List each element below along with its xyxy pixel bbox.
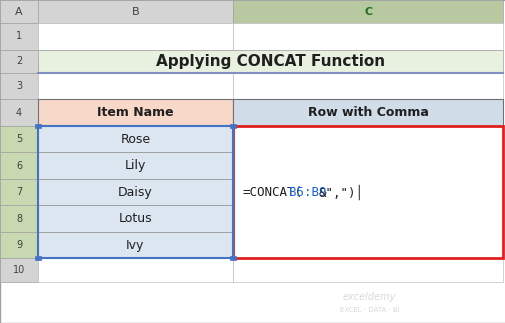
- Bar: [38, 152, 232, 179]
- Text: Lotus: Lotus: [118, 212, 152, 225]
- Text: 1: 1: [16, 32, 22, 41]
- Text: Row with Comma: Row with Comma: [307, 106, 428, 119]
- Text: 6: 6: [16, 161, 22, 171]
- Bar: [0, 99, 38, 126]
- Bar: [0, 73, 38, 99]
- Text: 2: 2: [16, 57, 22, 66]
- Bar: [232, 23, 502, 50]
- Bar: [232, 73, 502, 99]
- Bar: [0, 152, 38, 179]
- Bar: [0, 205, 38, 232]
- Bar: [38, 179, 232, 205]
- Text: EXCEL · DATA · BI: EXCEL · DATA · BI: [339, 307, 398, 313]
- Bar: [232, 0, 502, 23]
- Bar: [232, 99, 502, 126]
- Text: 9: 9: [16, 240, 22, 250]
- Text: B: B: [131, 7, 139, 16]
- Text: Daisy: Daisy: [118, 186, 153, 199]
- Bar: [0, 50, 38, 73]
- Bar: [38, 232, 232, 258]
- Text: 5: 5: [16, 134, 22, 144]
- Bar: [38, 0, 232, 23]
- Bar: [38, 205, 232, 232]
- Bar: [232, 152, 502, 179]
- Bar: [38, 99, 232, 126]
- Text: exceldemy: exceldemy: [342, 292, 395, 302]
- Text: 7: 7: [16, 187, 22, 197]
- Bar: [38, 50, 502, 73]
- Bar: [38, 126, 232, 152]
- Text: Rose: Rose: [120, 133, 150, 146]
- Text: &",")│: &",")│: [318, 184, 363, 200]
- Text: 3: 3: [16, 81, 22, 91]
- Bar: [38, 258, 232, 282]
- Bar: [232, 232, 502, 258]
- Bar: [0, 23, 38, 50]
- Text: C: C: [363, 7, 372, 16]
- Bar: [0, 0, 38, 23]
- Text: Item Name: Item Name: [97, 106, 173, 119]
- Bar: [35, 124, 41, 128]
- Bar: [229, 256, 235, 260]
- Bar: [38, 126, 232, 258]
- Bar: [38, 73, 232, 99]
- Text: Applying CONCAT Function: Applying CONCAT Function: [156, 54, 384, 69]
- Bar: [0, 232, 38, 258]
- Bar: [232, 126, 502, 258]
- Bar: [35, 256, 41, 260]
- Text: =CONCAT(: =CONCAT(: [242, 186, 302, 199]
- Text: Lily: Lily: [124, 159, 146, 172]
- Text: 10: 10: [13, 265, 25, 275]
- Text: 8: 8: [16, 214, 22, 224]
- Bar: [232, 258, 502, 282]
- Bar: [0, 179, 38, 205]
- Bar: [229, 124, 235, 128]
- Bar: [232, 205, 502, 232]
- Bar: [232, 179, 502, 205]
- Text: Ivy: Ivy: [126, 239, 144, 252]
- Bar: [0, 258, 38, 282]
- Bar: [0, 126, 38, 152]
- Bar: [38, 23, 232, 50]
- Text: 4: 4: [16, 108, 22, 118]
- Bar: [232, 126, 502, 152]
- Text: B5:B9: B5:B9: [289, 186, 326, 199]
- Text: A: A: [15, 7, 23, 16]
